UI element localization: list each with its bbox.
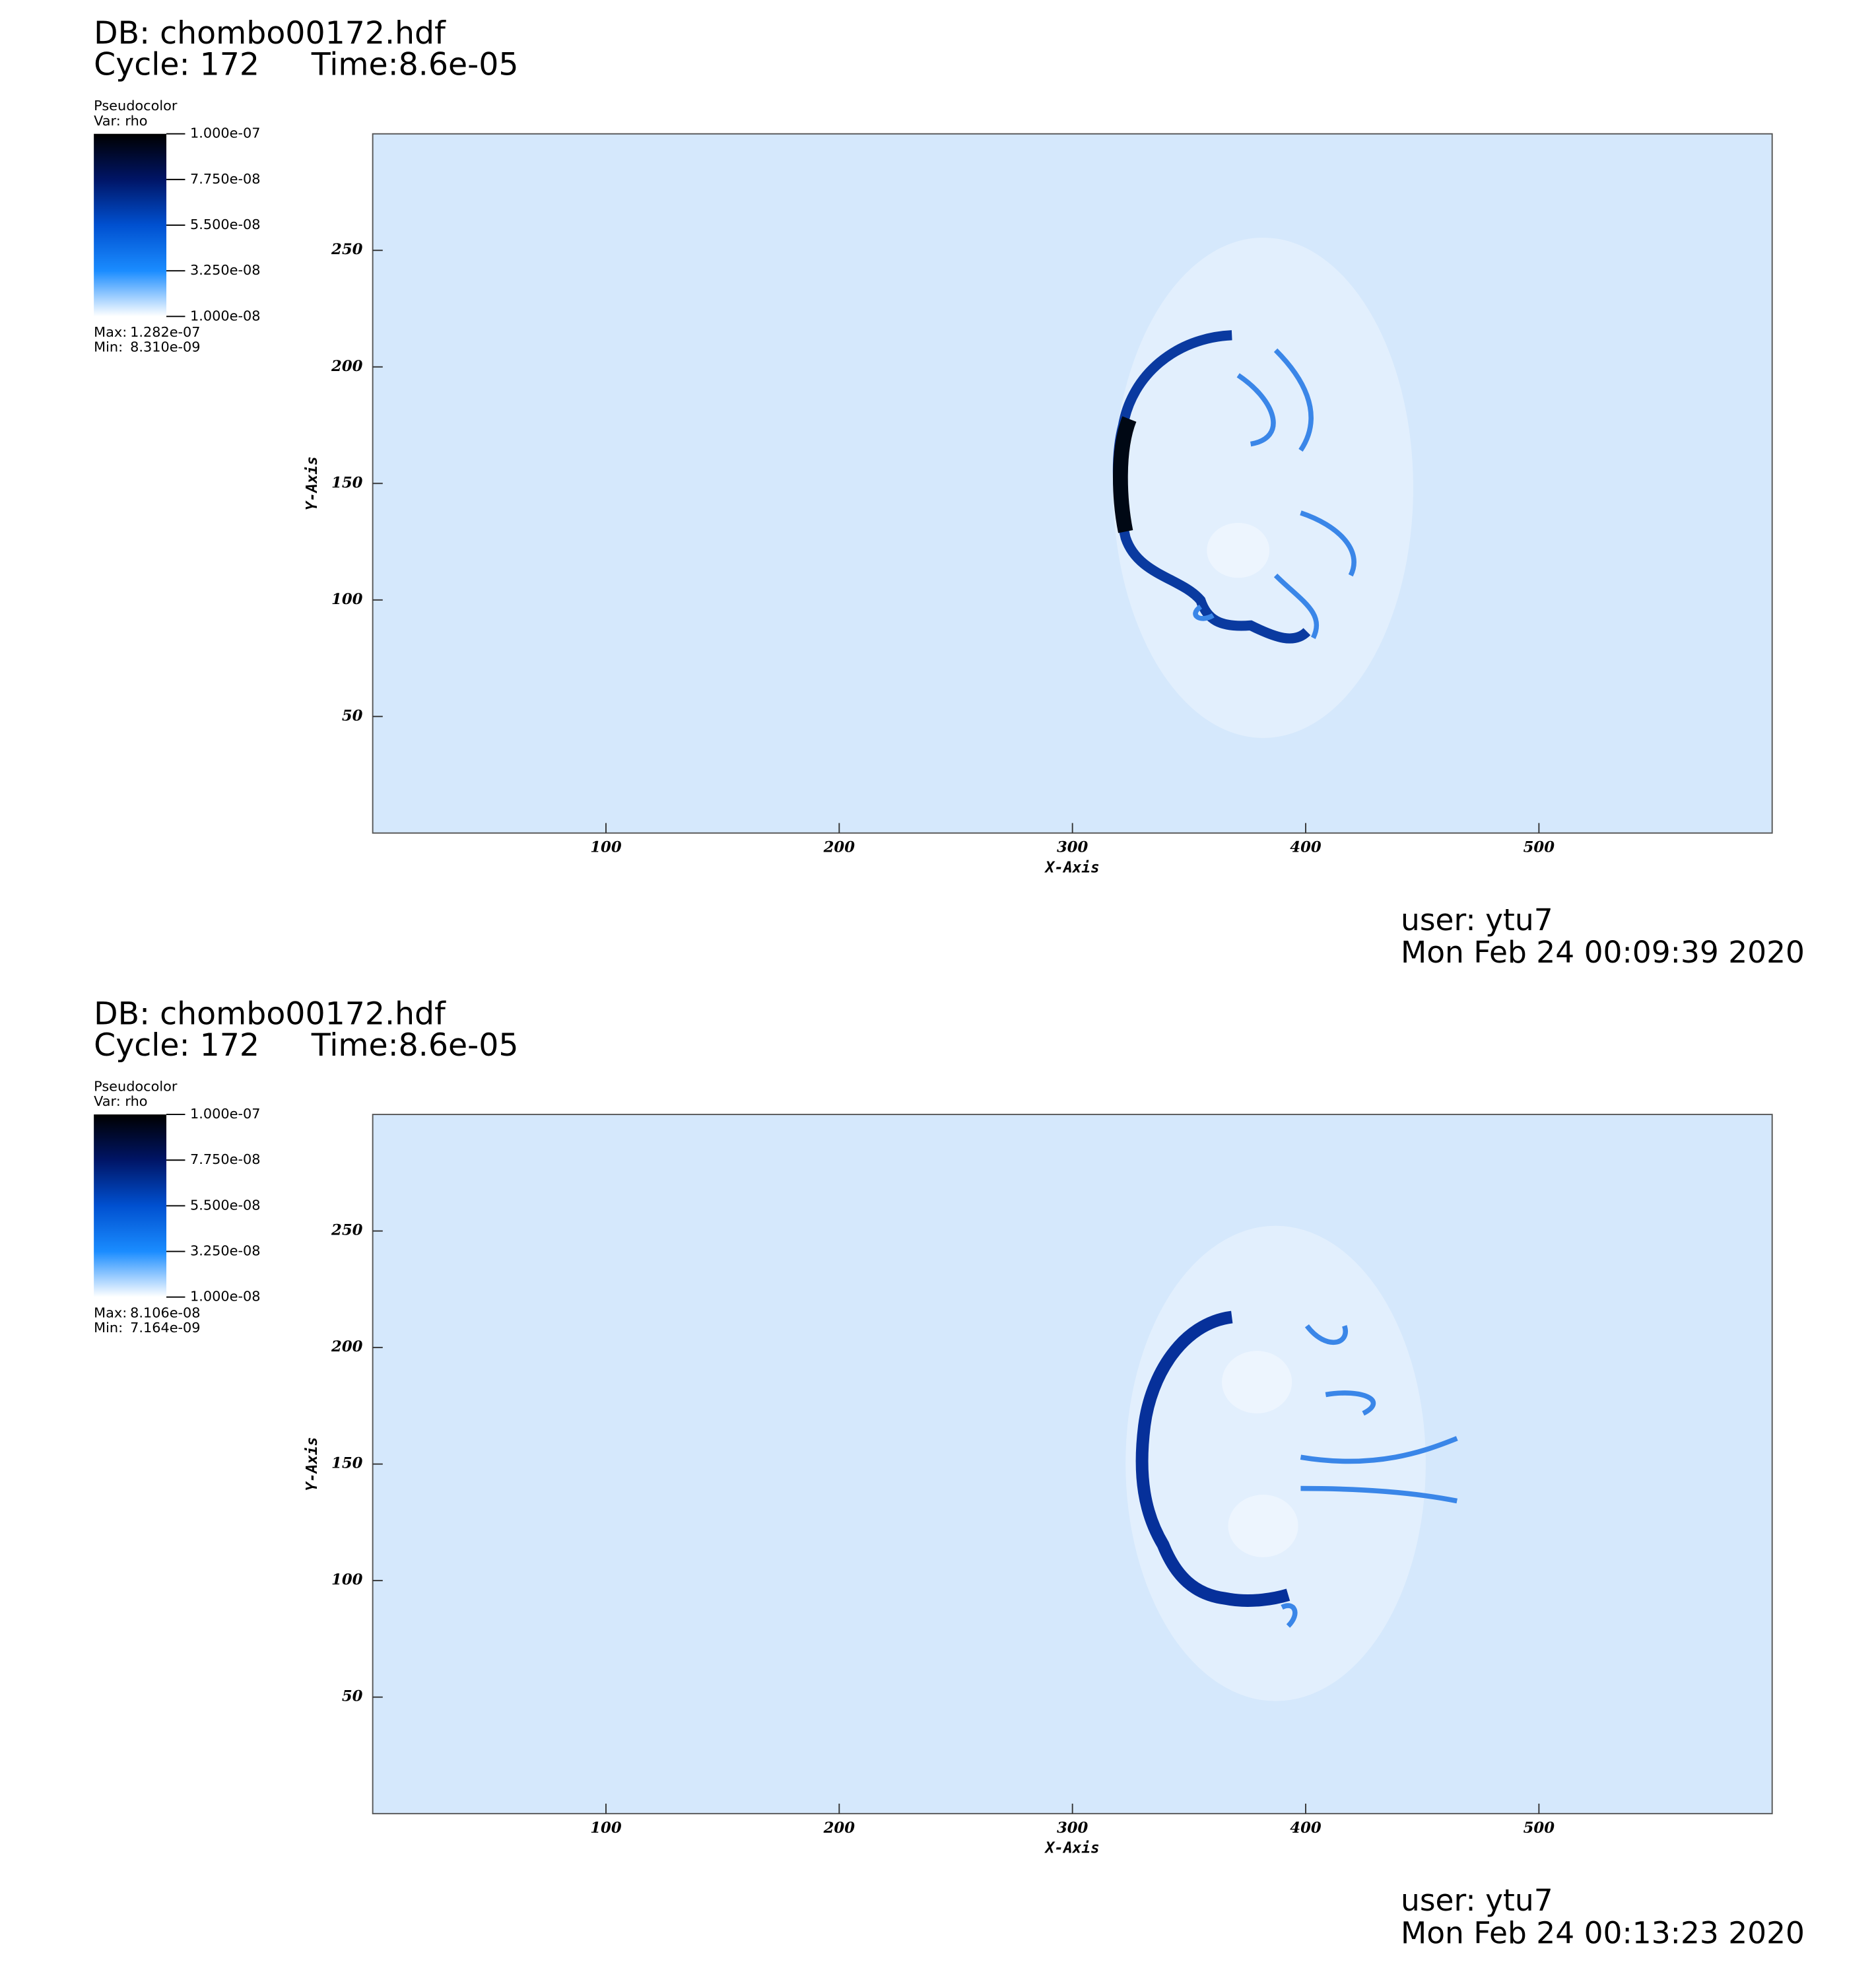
min-label: Min: bbox=[94, 1320, 123, 1336]
front bbox=[1112, 330, 1311, 644]
colorbar-label: 1.000e-07 bbox=[190, 1106, 260, 1122]
colorbar bbox=[94, 133, 167, 317]
time: Time:8.6e-05 bbox=[311, 1027, 519, 1064]
colorbar-label: 1.000e-07 bbox=[190, 125, 260, 141]
y-axis-label: Y-Axis bbox=[304, 1437, 321, 1491]
x-tick-label: 100 bbox=[590, 1819, 622, 1837]
y-tick-label: 200 bbox=[331, 1338, 363, 1355]
front bbox=[1135, 1310, 1290, 1607]
max-value: 1.282e-07 bbox=[130, 324, 200, 340]
colorbar-label: 1.000e-08 bbox=[190, 308, 260, 323]
db-name: DB: chombo00172.hdf bbox=[94, 15, 446, 51]
y-tick-label: 150 bbox=[331, 474, 363, 491]
x-axis-label: X-Axis bbox=[1044, 1840, 1100, 1857]
front-core bbox=[1113, 416, 1137, 533]
filaments bbox=[1193, 348, 1357, 639]
density-features bbox=[1112, 237, 1413, 738]
time: Time:8.6e-05 bbox=[311, 46, 519, 83]
date: Mon Feb 24 00:13:23 2020 bbox=[1401, 1915, 1805, 1950]
vortex bbox=[1222, 1351, 1292, 1413]
halo bbox=[1125, 1225, 1426, 1701]
cycle: Cycle: 172 bbox=[94, 1027, 259, 1064]
min-value: 8.310e-09 bbox=[130, 339, 200, 355]
cycle: Cycle: 172 bbox=[94, 46, 259, 83]
vortex bbox=[1207, 522, 1270, 578]
max-label: Max: bbox=[94, 324, 127, 340]
x-tick-label: 300 bbox=[1057, 1819, 1089, 1837]
x-tick-label: 300 bbox=[1057, 839, 1089, 856]
max-label: Max: bbox=[94, 1305, 127, 1320]
plot-area bbox=[372, 1114, 1772, 1814]
user: user: ytu7 bbox=[1401, 1883, 1553, 1918]
min-label: Min: bbox=[94, 339, 123, 355]
date: Mon Feb 24 00:09:39 2020 bbox=[1401, 935, 1805, 970]
colorbar-label: 5.500e-08 bbox=[190, 1197, 260, 1213]
colorbar-label: 7.750e-08 bbox=[190, 171, 260, 187]
x-tick-label: 500 bbox=[1524, 1819, 1555, 1837]
y-tick-label: 250 bbox=[331, 1222, 363, 1239]
y-tick-label: 50 bbox=[342, 707, 363, 724]
colorbar-label: 3.250e-08 bbox=[190, 1243, 260, 1259]
x-tick-label: 100 bbox=[590, 839, 622, 856]
user: user: ytu7 bbox=[1401, 902, 1553, 937]
filaments bbox=[1281, 1324, 1458, 1628]
y-tick-label: 250 bbox=[331, 241, 363, 258]
legend-var: Var: rho bbox=[94, 113, 147, 129]
y-tick-label: 200 bbox=[331, 358, 363, 375]
vortex bbox=[1228, 1495, 1298, 1557]
colorbar-label: 5.500e-08 bbox=[190, 217, 260, 232]
plot-area bbox=[372, 133, 1772, 833]
y-axis-label: Y-Axis bbox=[304, 456, 321, 510]
colorbar-label: 7.750e-08 bbox=[190, 1151, 260, 1167]
density-features bbox=[1125, 1225, 1458, 1701]
y-tick-label: 100 bbox=[331, 591, 363, 608]
x-tick-label: 400 bbox=[1290, 839, 1322, 856]
x-tick-label: 200 bbox=[823, 1819, 855, 1837]
y-tick-label: 150 bbox=[331, 1455, 363, 1472]
db-name: DB: chombo00172.hdf bbox=[94, 996, 446, 1032]
x-axis-label: X-Axis bbox=[1044, 859, 1100, 876]
x-tick-label: 500 bbox=[1524, 839, 1555, 856]
legend-title: Pseudocolor bbox=[94, 1078, 178, 1094]
y-tick-label: 50 bbox=[342, 1688, 363, 1705]
y-tick-label: 100 bbox=[331, 1571, 363, 1588]
colorbar-label: 1.000e-08 bbox=[190, 1289, 260, 1305]
x-tick-label: 400 bbox=[1290, 1819, 1322, 1837]
colorbar bbox=[94, 1114, 167, 1297]
max-value: 8.106e-08 bbox=[130, 1305, 200, 1320]
legend-title: Pseudocolor bbox=[94, 98, 178, 114]
x-tick-label: 200 bbox=[823, 839, 855, 856]
halo bbox=[1113, 237, 1413, 738]
min-value: 7.164e-09 bbox=[130, 1320, 200, 1336]
colorbar-label: 3.250e-08 bbox=[190, 262, 260, 278]
legend-var: Var: rho bbox=[94, 1093, 147, 1109]
